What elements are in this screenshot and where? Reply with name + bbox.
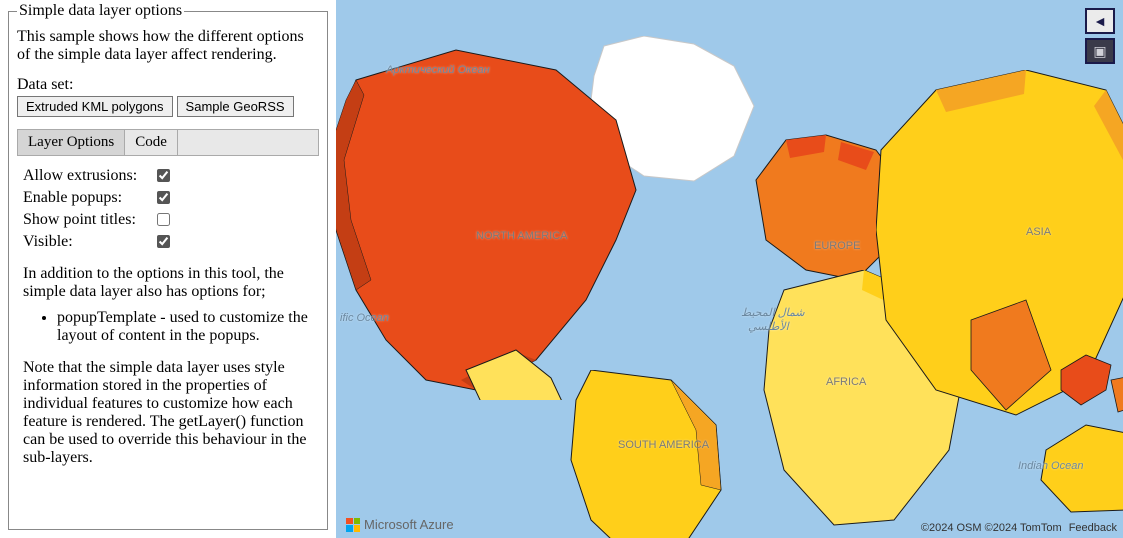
- ocean-label: شمال المحيط: [741, 306, 805, 319]
- sidebar: Simple data layer options This sample sh…: [0, 0, 336, 538]
- tab-code[interactable]: Code: [125, 130, 178, 155]
- map-collapse-button[interactable]: ◄: [1085, 8, 1115, 34]
- note-bullets: popupTemplate - used to customize the la…: [17, 309, 319, 345]
- note-intro: In addition to the options in this tool,…: [17, 265, 319, 301]
- enable-popups-checkbox[interactable]: [157, 191, 170, 204]
- attrib-osm: ©2024 OSM: [921, 522, 982, 534]
- continent-label: AFRICA: [826, 376, 866, 388]
- note-bullet: popupTemplate - used to customize the la…: [57, 309, 319, 345]
- app-root: Simple data layer options This sample sh…: [0, 0, 1123, 538]
- attrib-tomtom: ©2024 TomTom: [985, 522, 1062, 534]
- allow-extrusions-checkbox[interactable]: [157, 169, 170, 182]
- tab-layer-options[interactable]: Layer Options: [18, 130, 125, 155]
- show-point-titles-checkbox[interactable]: [157, 213, 170, 226]
- continent-label: SOUTH AMERICA: [618, 439, 709, 451]
- options-panel: Simple data layer options This sample sh…: [8, 2, 328, 530]
- map-attribution: ©2024 OSM ©2024 TomTom Feedback: [921, 522, 1117, 534]
- chevron-left-icon: ◄: [1093, 13, 1107, 29]
- land-north-america: [336, 40, 676, 400]
- visible-label: Visible:: [23, 233, 153, 251]
- map-brand: Microsoft Azure: [346, 517, 454, 532]
- map-canvas[interactable]: Арктический Океан NORTH AMERICA EUROPE ASIA…: [336, 0, 1123, 538]
- map-style-button[interactable]: ▣: [1085, 38, 1115, 64]
- option-row: Show point titles:: [23, 210, 313, 229]
- extruded-kml-button[interactable]: Extruded KML polygons: [17, 96, 173, 117]
- dataset-label: Data set:: [17, 76, 319, 94]
- layer-options-form: Allow extrusions: Enable popups: Show po…: [17, 166, 319, 251]
- show-point-titles-label: Show point titles:: [23, 211, 153, 229]
- ocean-label: Indian Ocean: [1018, 460, 1083, 472]
- dataset-buttons: Extruded KML polygons Sample GeoRSS: [17, 96, 319, 117]
- layers-icon: ▣: [1093, 43, 1106, 60]
- option-row: Visible:: [23, 232, 313, 251]
- option-row: Enable popups:: [23, 188, 313, 207]
- map-controls: ◄ ▣: [1085, 8, 1115, 64]
- ocean-label: الأطلسي: [748, 320, 789, 333]
- ocean-label: ific Ocean: [340, 312, 389, 324]
- tab-strip: Layer Options Code: [17, 129, 319, 156]
- enable-popups-label: Enable popups:: [23, 189, 153, 207]
- attrib-feedback-link[interactable]: Feedback: [1069, 522, 1117, 534]
- visible-checkbox[interactable]: [157, 235, 170, 248]
- continent-label: EUROPE: [814, 240, 860, 252]
- continent-label: ASIA: [1026, 226, 1051, 238]
- panel-description: This sample shows how the different opti…: [17, 28, 319, 64]
- ocean-label: Арктический Океан: [386, 64, 490, 76]
- continent-label: NORTH AMERICA: [476, 230, 567, 242]
- sample-georss-button[interactable]: Sample GeoRSS: [177, 96, 294, 117]
- microsoft-logo-icon: [346, 518, 360, 532]
- option-row: Allow extrusions:: [23, 166, 313, 185]
- allow-extrusions-label: Allow extrusions:: [23, 167, 153, 185]
- note-outro: Note that the simple data layer uses sty…: [17, 359, 319, 467]
- panel-legend: Simple data layer options: [17, 2, 184, 20]
- land-se-asia: [1056, 350, 1123, 430]
- brand-text: Microsoft Azure: [364, 517, 454, 532]
- land-south-america: [551, 370, 741, 538]
